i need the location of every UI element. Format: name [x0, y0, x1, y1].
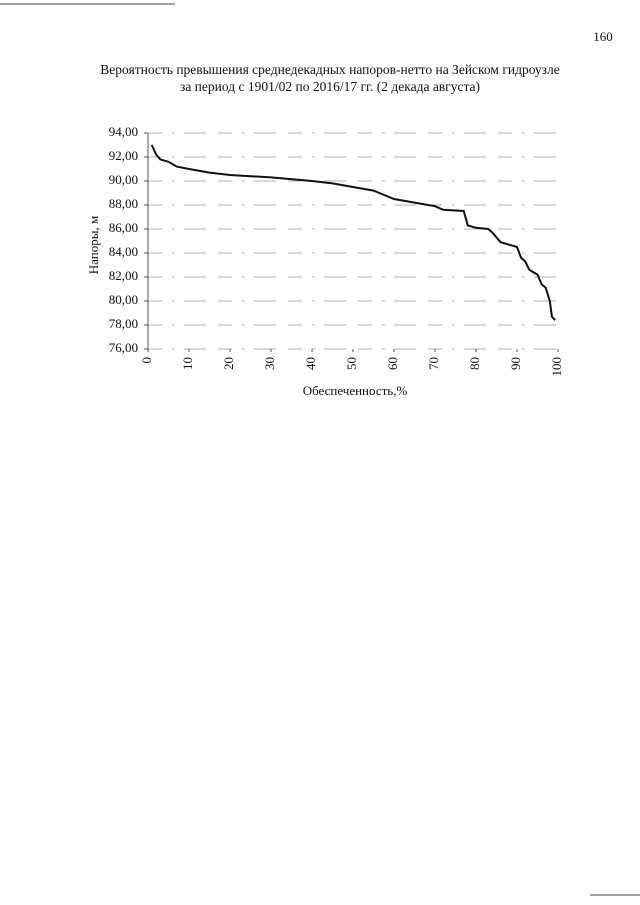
- y-tick-label: 84,00: [109, 244, 138, 259]
- x-tick-label: 10: [180, 357, 195, 370]
- y-tick-label: 80,00: [109, 292, 138, 307]
- page-number: 160: [593, 29, 613, 44]
- x-tick-label: 70: [426, 357, 441, 370]
- y-tick-label: 78,00: [109, 316, 138, 331]
- data-line: [150, 144, 556, 321]
- chart-subtitle: за период с 1901/02 по 2016/17 гг. (2 де…: [180, 79, 480, 94]
- y-tick-label: 92,00: [109, 148, 138, 163]
- y-tick-label: 86,00: [109, 220, 138, 235]
- chart-title: Вероятность превышения среднедекадных на…: [100, 62, 560, 77]
- x-tick-label: 30: [262, 357, 277, 370]
- y-tick-label: 82,00: [109, 268, 138, 283]
- x-tick-label: 50: [344, 357, 359, 370]
- y-tick-label: 76,00: [109, 340, 138, 355]
- x-tick-label: 40: [303, 357, 318, 370]
- x-axis-label: Обеспеченность,%: [303, 383, 408, 398]
- y-tick-label: 88,00: [109, 196, 138, 211]
- x-tick-label: 90: [508, 357, 523, 370]
- x-tick-label: 0: [139, 357, 154, 364]
- y-tick-label: 94,00: [109, 124, 138, 139]
- y-tick-label: 90,00: [109, 172, 138, 187]
- x-tick-label: 80: [467, 357, 482, 370]
- x-tick-label: 100: [549, 357, 564, 377]
- x-tick-label: 20: [221, 357, 236, 370]
- x-tick-label: 60: [385, 357, 400, 370]
- y-axis-label: Напоры, м: [86, 216, 101, 274]
